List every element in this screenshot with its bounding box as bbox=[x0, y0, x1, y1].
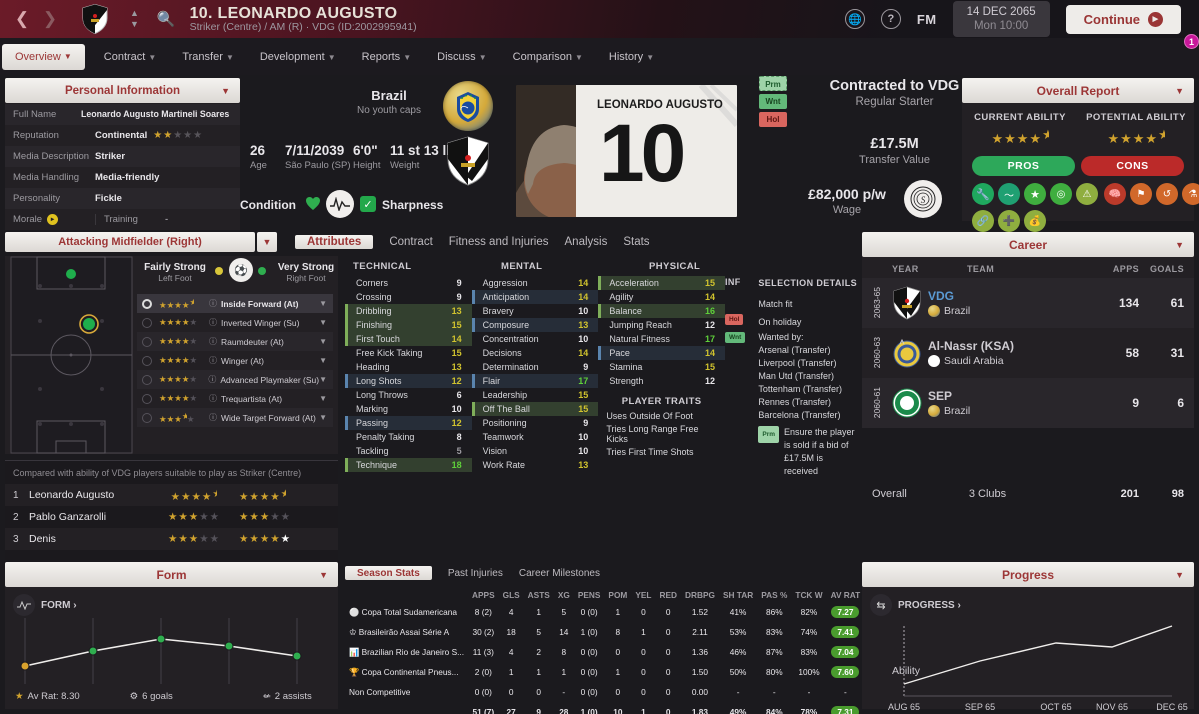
svg-text:SEP 65: SEP 65 bbox=[965, 702, 995, 712]
svg-text:S: S bbox=[921, 195, 926, 205]
svg-text:Ability: Ability bbox=[892, 665, 921, 677]
svg-text:NOV 65: NOV 65 bbox=[1096, 702, 1128, 712]
svg-text:AUG 65: AUG 65 bbox=[888, 702, 920, 712]
svg-text:DEC 65: DEC 65 bbox=[1156, 702, 1188, 712]
svg-text:OCT 65: OCT 65 bbox=[1040, 702, 1071, 712]
